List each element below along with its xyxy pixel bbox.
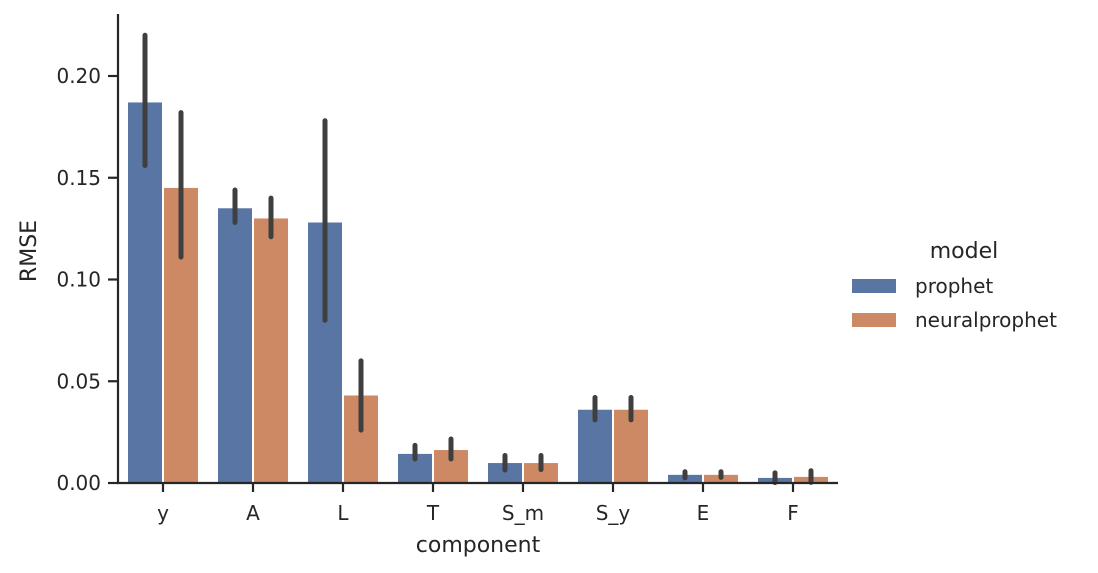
error-bars-group	[142, 32, 814, 486]
legend-title: model	[930, 239, 999, 264]
y-ticks-group: 0.00 0.05 0.10 0.15 0.20	[56, 64, 118, 495]
legend-swatch-prophet	[852, 279, 896, 293]
x-tick-label: y	[157, 501, 169, 525]
legend-label-prophet: prophet	[915, 274, 993, 298]
legend-swatch-neuralprophet	[852, 313, 896, 327]
bar-neuralprophet-A	[254, 218, 288, 483]
x-tick-label: S_m	[502, 501, 544, 525]
bar-prophet-S_m	[488, 463, 522, 483]
axes-group	[116, 14, 838, 485]
x-tick-label: T	[426, 501, 440, 525]
bar-prophet-A	[218, 208, 252, 483]
y-tick-label: 0.15	[56, 166, 101, 190]
x-tick-label: E	[697, 501, 710, 525]
bar-neuralprophet-S_m	[524, 463, 558, 483]
x-ticks-group: y A L T S_m S_y E F	[157, 483, 799, 525]
y-axis-label: RMSE	[17, 220, 42, 282]
bars-group	[128, 102, 828, 484]
x-tick-label: A	[246, 501, 260, 525]
x-tick-label: L	[337, 501, 349, 525]
x-tick-label: F	[787, 501, 799, 525]
y-tick-label: 0.05	[56, 369, 101, 393]
y-tick-label: 0.00	[56, 471, 101, 495]
legend-label-neuralprophet: neuralprophet	[915, 308, 1057, 332]
x-axis-label: component	[416, 533, 541, 558]
x-tick-label: S_y	[596, 501, 631, 525]
y-tick-label: 0.10	[56, 268, 101, 292]
y-tick-label: 0.20	[56, 64, 101, 88]
legend: model prophet neuralprophet	[852, 239, 1057, 332]
